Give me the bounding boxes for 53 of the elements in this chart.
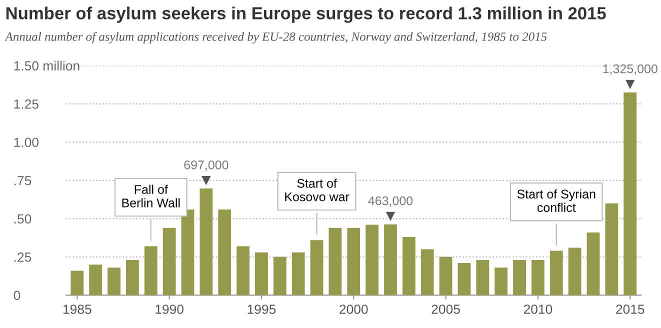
- bar: [144, 246, 158, 296]
- bar: [126, 260, 139, 296]
- y-tick-label: .25: [14, 252, 32, 262]
- bar: [162, 228, 176, 296]
- y-tick-label: .75: [14, 176, 32, 186]
- x-tick-label: 2005: [432, 304, 460, 314]
- bar: [568, 248, 582, 296]
- y-tick-label: 0: [14, 290, 20, 300]
- bar: [108, 268, 120, 296]
- bar: [236, 246, 250, 296]
- bar: [384, 224, 397, 296]
- bar: [70, 270, 84, 296]
- bar: [310, 240, 324, 296]
- x-tick-label: 1995: [248, 304, 276, 314]
- bar: [494, 268, 508, 296]
- chart-subtitle: Annual number of asylum applications received by EU-28 countries, Norway and Switzerland, 1985 to 2015: [4, 32, 547, 44]
- bar: [181, 209, 194, 296]
- bar: [200, 188, 213, 296]
- annotation: 463,000: [368, 196, 413, 207]
- annotation: Start of Kosovo war: [285, 178, 350, 202]
- bar: [624, 92, 637, 296]
- annotation: 1,325,000: [603, 64, 658, 75]
- bar: [89, 264, 102, 296]
- bar: [586, 232, 600, 296]
- bar: [328, 228, 342, 296]
- bar: [218, 209, 232, 296]
- bar: [273, 256, 286, 296]
- bar: [458, 263, 471, 296]
- annotation: 697,000: [184, 160, 228, 171]
- chart-title: Number of asylum seekers in Europe surges to record 1.3 million in 2015: [6, 6, 606, 23]
- bar: [476, 260, 490, 296]
- bar: [366, 224, 379, 296]
- x-tick-label: 2015: [616, 304, 644, 314]
- annotation: Start of Syrian conflict: [517, 189, 596, 212]
- x-tick-label: 2000: [340, 304, 368, 314]
- bar: [347, 228, 360, 296]
- bar: [513, 260, 526, 296]
- bar: [532, 260, 544, 296]
- bar: [550, 250, 563, 296]
- x-tick-label: 1985: [63, 304, 92, 314]
- y-tick-label: 1.50 million: [14, 60, 80, 71]
- annotation: Fall of Berlin Wall: [122, 184, 180, 208]
- x-tick-label: 1990: [156, 304, 184, 314]
- bar: [420, 249, 434, 296]
- bar: [439, 256, 452, 296]
- bar: [605, 203, 618, 296]
- bar: [292, 252, 305, 296]
- bar: [255, 252, 268, 296]
- bar: [402, 237, 416, 296]
- y-tick-label: 1.25: [14, 99, 38, 109]
- y-tick-label: 1.00: [14, 138, 38, 148]
- x-tick-label: 2010: [524, 304, 552, 314]
- y-tick-label: .50: [14, 214, 32, 224]
